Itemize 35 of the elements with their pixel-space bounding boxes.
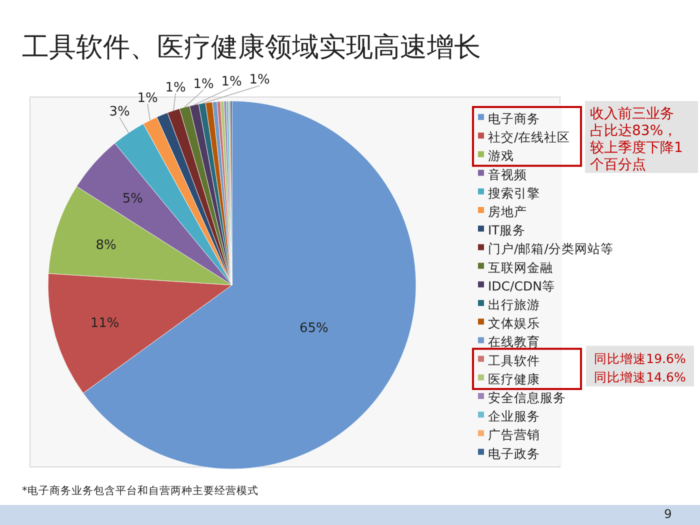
data-label: 1% [249, 72, 270, 88]
legend-label: 广告营销 [488, 427, 540, 442]
legend-label: 电子商务 [488, 111, 540, 126]
legend-label: 在线教育 [488, 334, 540, 350]
legend-label: 游戏 [488, 148, 514, 164]
data-label: 1% [165, 80, 186, 96]
legend-label: IDC/CDN等 [488, 278, 555, 294]
data-label: 1% [221, 74, 242, 90]
legend-label: 音视频 [488, 166, 527, 182]
text: 9 [664, 507, 672, 521]
legend-label: 搜索引擎 [488, 185, 540, 200]
text: 收入前三业务占比达83%，较上季度下降1个百分点 [590, 106, 683, 173]
data-label: 8% [96, 238, 116, 254]
data-label: 1% [193, 76, 214, 92]
legend-label: IT服务 [488, 222, 526, 238]
legend-label: 门户/邮箱/分类网站等 [488, 241, 614, 256]
legend-label: 互联网金融 [488, 260, 553, 275]
data-label: 5% [122, 191, 143, 206]
data-label: 11% [90, 316, 120, 331]
legend-label: 电子政务 [488, 446, 540, 461]
data-label: 3% [109, 104, 130, 120]
legend-label: 房地产 [488, 204, 527, 219]
chart-title: 工具软件、医疗健康领域实现高速增长 [22, 32, 481, 63]
text: 同比增速14.6% [594, 369, 686, 384]
legend-label: 出行旅游 [488, 297, 540, 312]
text: 同比增速19.6% [594, 350, 686, 366]
legend-label: 工具软件 [488, 352, 540, 368]
data-label: 1% [137, 90, 158, 106]
legend-label: 企业服务 [488, 408, 540, 424]
data-label: 65% [300, 320, 328, 336]
legend-label: 安全信息服务 [488, 390, 566, 405]
text: *电子商务业务包含平台和自营两种主要经营模式 [22, 484, 258, 497]
legend-label: 文体娱乐 [488, 316, 540, 331]
legend-label: 社交/在线社区 [488, 130, 570, 145]
legend-label: 医疗健康 [488, 371, 540, 386]
